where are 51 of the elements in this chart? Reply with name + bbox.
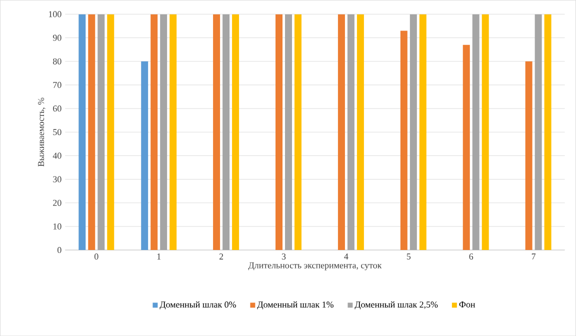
y-tick-label: 0 [58, 246, 62, 253]
y-tick-label: 20 [53, 200, 62, 206]
y-tick-label: 10 [53, 223, 62, 230]
x-tick-label: 1 [157, 253, 161, 260]
legend-label: Фон [459, 301, 476, 308]
bar [160, 14, 168, 250]
bar [356, 14, 364, 250]
x-tick-label: 3 [282, 253, 286, 260]
y-tick-label: 60 [53, 105, 62, 112]
bar [78, 14, 86, 250]
bar [276, 14, 283, 250]
x-tick-label: 4 [344, 253, 348, 260]
bar [170, 14, 177, 250]
bar [462, 44, 470, 250]
y-axis-title: Выживаемость, % [38, 98, 46, 166]
x-tick-label: 0 [94, 253, 98, 260]
bar [150, 14, 158, 250]
bar [285, 14, 292, 250]
bar [107, 14, 114, 250]
bar [232, 14, 240, 250]
bar [400, 30, 408, 250]
x-tick-label: 2 [219, 253, 224, 260]
y-tick-label: 50 [53, 128, 62, 136]
bar [141, 61, 148, 250]
y-tick-label: 100 [48, 11, 62, 18]
bar [525, 61, 532, 250]
bar [222, 14, 230, 250]
legend-label: Доменный шлак 1% [257, 301, 334, 310]
y-tick-label: 40 [52, 152, 62, 159]
y-tick-label: 90 [52, 34, 62, 41]
legend-label: Доменный шлак 2,5% [354, 301, 438, 310]
bar [88, 14, 96, 250]
bar [544, 14, 552, 250]
legend-label: Доменный шлак 0% [160, 301, 236, 310]
bar [338, 14, 345, 250]
x-tick-label: 7 [532, 253, 536, 260]
y-tick-label: 80 [53, 58, 62, 64]
bar [213, 14, 220, 250]
y-tick-label: 30 [53, 176, 62, 182]
x-axis-title: Длительность эксперимента, суток [248, 262, 382, 270]
bar [419, 14, 426, 250]
bar [410, 14, 417, 250]
x-tick-label: 5 [406, 253, 411, 260]
x-tick-label: 6 [469, 253, 474, 260]
bar [472, 14, 480, 250]
bar [347, 14, 354, 250]
bar [294, 14, 302, 250]
bar [482, 14, 489, 250]
bar [534, 14, 542, 250]
bar [98, 14, 105, 250]
y-tick-label: 70 [53, 82, 62, 88]
